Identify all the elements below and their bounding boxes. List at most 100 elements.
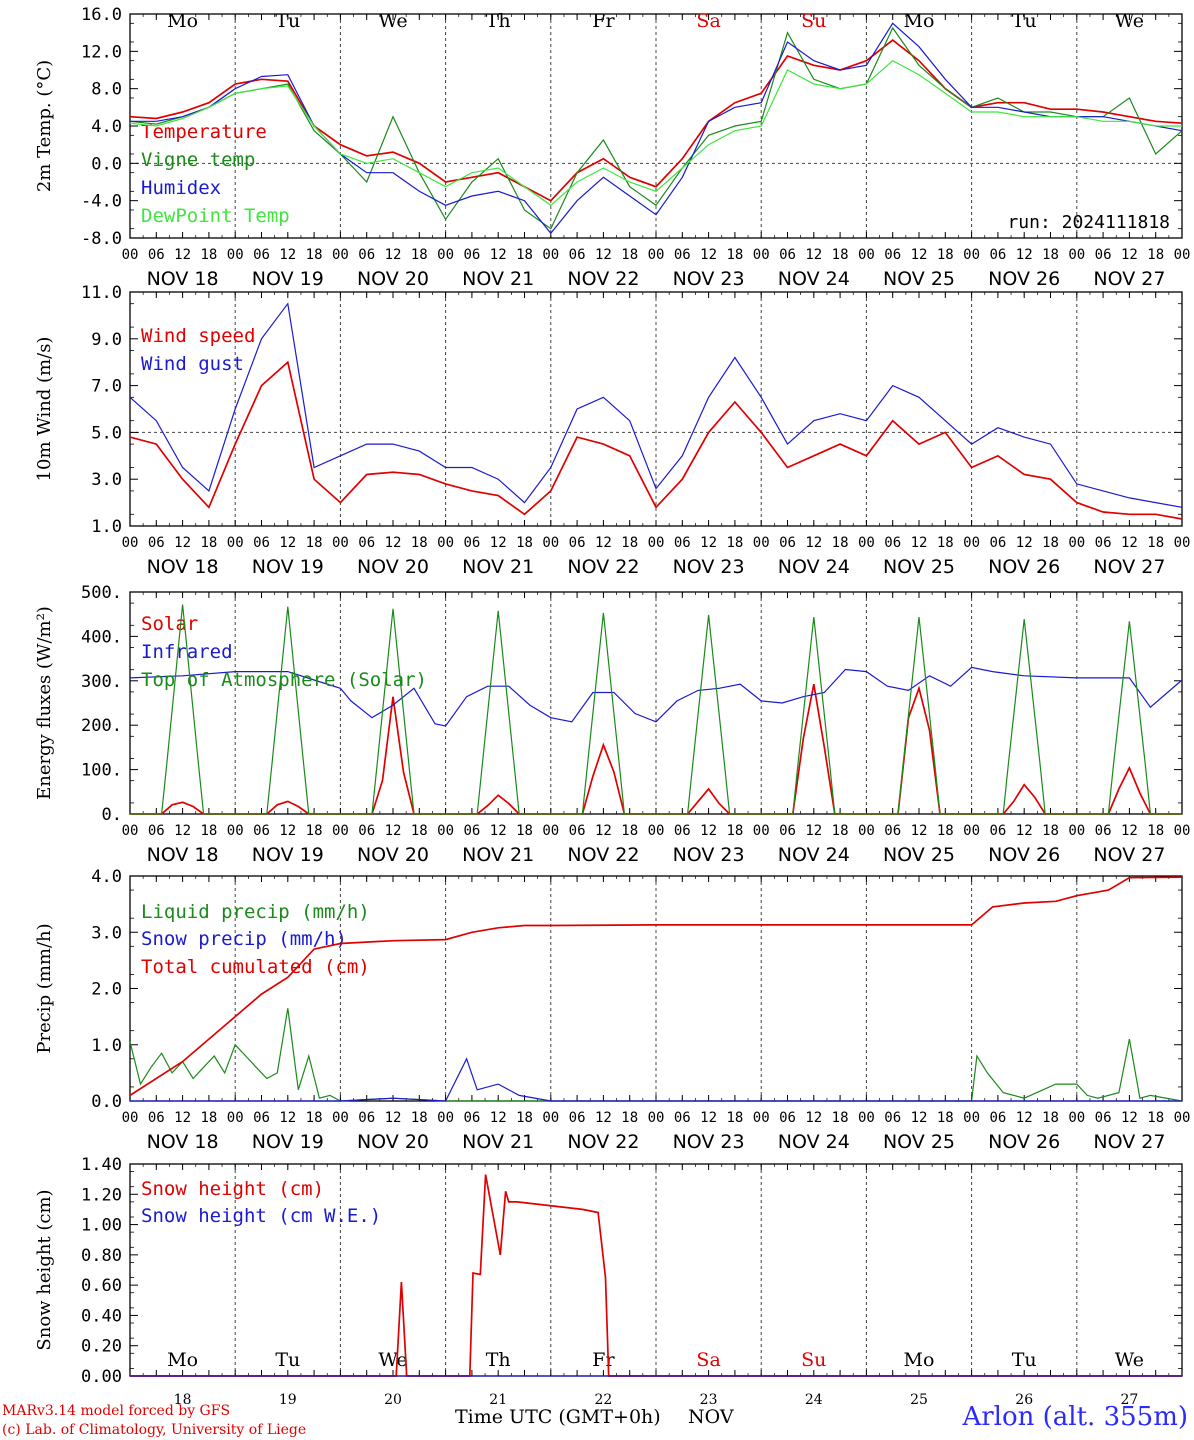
- weekday-label: We: [1115, 10, 1144, 32]
- date-label: NOV 22: [567, 556, 639, 578]
- hour-tick-label: 06: [779, 823, 796, 839]
- date-label: NOV 22: [567, 268, 639, 290]
- hour-tick-label: 00: [227, 247, 244, 263]
- hour-tick-label: 00: [858, 1110, 875, 1126]
- y-tick-label: 1.20: [81, 1185, 122, 1205]
- weekday-label: We: [1115, 1349, 1144, 1371]
- series-line-total-cumulated-cm: [129, 876, 1183, 1097]
- series-line-vigne-temp: [129, 26, 1183, 230]
- hour-tick-label: 18: [200, 1110, 217, 1126]
- hour-tick-label: 12: [385, 247, 402, 263]
- y-axis-label: Energy fluxes (W/m²): [34, 606, 55, 800]
- hour-tick-label: 18: [1147, 1110, 1164, 1126]
- date-label: NOV 19: [252, 268, 324, 290]
- legend-entry: DewPoint Temp: [141, 205, 290, 227]
- date-label: NOV 27: [1093, 556, 1165, 578]
- hour-tick-label: 06: [1095, 535, 1112, 551]
- legend-entry: Solar: [141, 613, 198, 635]
- weekday-label: Mo: [904, 1349, 935, 1371]
- hour-tick-label: 00: [648, 1110, 665, 1126]
- hour-tick-label: 06: [674, 1110, 691, 1126]
- y-tick-label: 1.00: [81, 1216, 122, 1236]
- hour-tick-label: 12: [1121, 535, 1138, 551]
- series-line-wind-gust: [129, 302, 1183, 508]
- hour-tick-label: 06: [463, 247, 480, 263]
- hour-tick-label: 00: [542, 535, 559, 551]
- hour-tick-label: 18: [1147, 535, 1164, 551]
- hour-tick-label: 18: [200, 247, 217, 263]
- y-axis-label: Precip (mm/h): [34, 923, 55, 1053]
- hour-tick-label: 00: [1068, 1110, 1085, 1126]
- hour-tick-label: 00: [963, 1110, 980, 1126]
- hour-tick-label: 00: [437, 823, 454, 839]
- y-tick-label: 12.0: [81, 42, 122, 62]
- day-number-label: 26: [1015, 1392, 1033, 1408]
- hour-tick-label: 12: [490, 247, 507, 263]
- weekday-label: Fr: [592, 10, 615, 32]
- date-label: NOV 21: [462, 268, 534, 290]
- x-axis-title: Time UTC (GMT+0h): [455, 1406, 661, 1428]
- hour-tick-label: 12: [595, 823, 612, 839]
- hour-tick-label: 12: [279, 823, 296, 839]
- date-label: NOV 20: [357, 268, 429, 290]
- hour-tick-label: 12: [1121, 823, 1138, 839]
- hour-tick-label: 06: [148, 823, 165, 839]
- hour-tick-label: 00: [858, 823, 875, 839]
- hour-tick-label: 18: [306, 247, 323, 263]
- y-axis-label: Snow height (cm): [34, 1189, 55, 1350]
- hour-tick-label: 18: [621, 247, 638, 263]
- date-label: NOV 22: [567, 844, 639, 866]
- lab-credit: (c) Lab. of Climatology, University of L…: [2, 1422, 307, 1438]
- hour-tick-label: 00: [332, 535, 349, 551]
- hour-tick-label: 18: [726, 1110, 743, 1126]
- hour-tick-label: 12: [279, 535, 296, 551]
- hour-tick-label: 12: [174, 247, 191, 263]
- hour-tick-label: 06: [569, 535, 586, 551]
- y-tick-label: 0.: [102, 805, 122, 825]
- y-axis-label: 10m Wind (m/s): [34, 337, 55, 482]
- hour-tick-label: 12: [174, 535, 191, 551]
- weekday-label: Th: [486, 10, 511, 32]
- hour-tick-label: 00: [963, 247, 980, 263]
- series-line-infrared: [129, 666, 1183, 727]
- hour-tick-label: 12: [174, 1110, 191, 1126]
- hour-tick-label: 12: [911, 823, 928, 839]
- date-label: NOV 19: [252, 556, 324, 578]
- y-tick-label: 4.0: [91, 867, 122, 887]
- date-label: NOV 22: [567, 1131, 639, 1153]
- y-tick-label: 0.00: [81, 1367, 122, 1387]
- day-number-label: 18: [174, 1392, 192, 1408]
- hour-tick-label: 06: [569, 247, 586, 263]
- hour-tick-label: 06: [253, 535, 270, 551]
- y-tick-label: 300.: [81, 672, 122, 692]
- weekday-label: We: [378, 1349, 407, 1371]
- legend-entry: Top of Atmosphere (Solar): [141, 669, 427, 691]
- hour-tick-label: 06: [253, 247, 270, 263]
- day-number-label: 23: [700, 1392, 718, 1408]
- day-number-label: 21: [489, 1392, 507, 1408]
- series-line-snow-precip-mm-h: [130, 1057, 1182, 1102]
- hour-tick-label: 00: [542, 823, 559, 839]
- hour-tick-label: 12: [595, 535, 612, 551]
- hour-tick-label: 12: [805, 535, 822, 551]
- date-label: NOV 23: [673, 844, 745, 866]
- hour-tick-label: 18: [516, 247, 533, 263]
- hour-tick-label: 06: [884, 247, 901, 263]
- hour-tick-label: 00: [332, 247, 349, 263]
- date-label: NOV 19: [252, 844, 324, 866]
- date-label: NOV 27: [1093, 844, 1165, 866]
- hour-tick-label: 00: [227, 1110, 244, 1126]
- hour-tick-label: 06: [884, 535, 901, 551]
- hour-tick-label: 00: [542, 1110, 559, 1126]
- hour-tick-label: 06: [989, 823, 1006, 839]
- hour-tick-label: 00: [122, 247, 139, 263]
- date-label: NOV 24: [778, 268, 850, 290]
- hour-tick-label: 00: [753, 823, 770, 839]
- hour-tick-label: 06: [884, 1110, 901, 1126]
- weekday-label: Fr: [592, 1349, 615, 1371]
- hour-tick-label: 18: [200, 823, 217, 839]
- y-tick-label: 100.: [81, 761, 122, 781]
- hour-tick-label: 00: [1174, 1110, 1191, 1126]
- date-label: NOV 20: [357, 556, 429, 578]
- date-label: NOV 26: [988, 556, 1060, 578]
